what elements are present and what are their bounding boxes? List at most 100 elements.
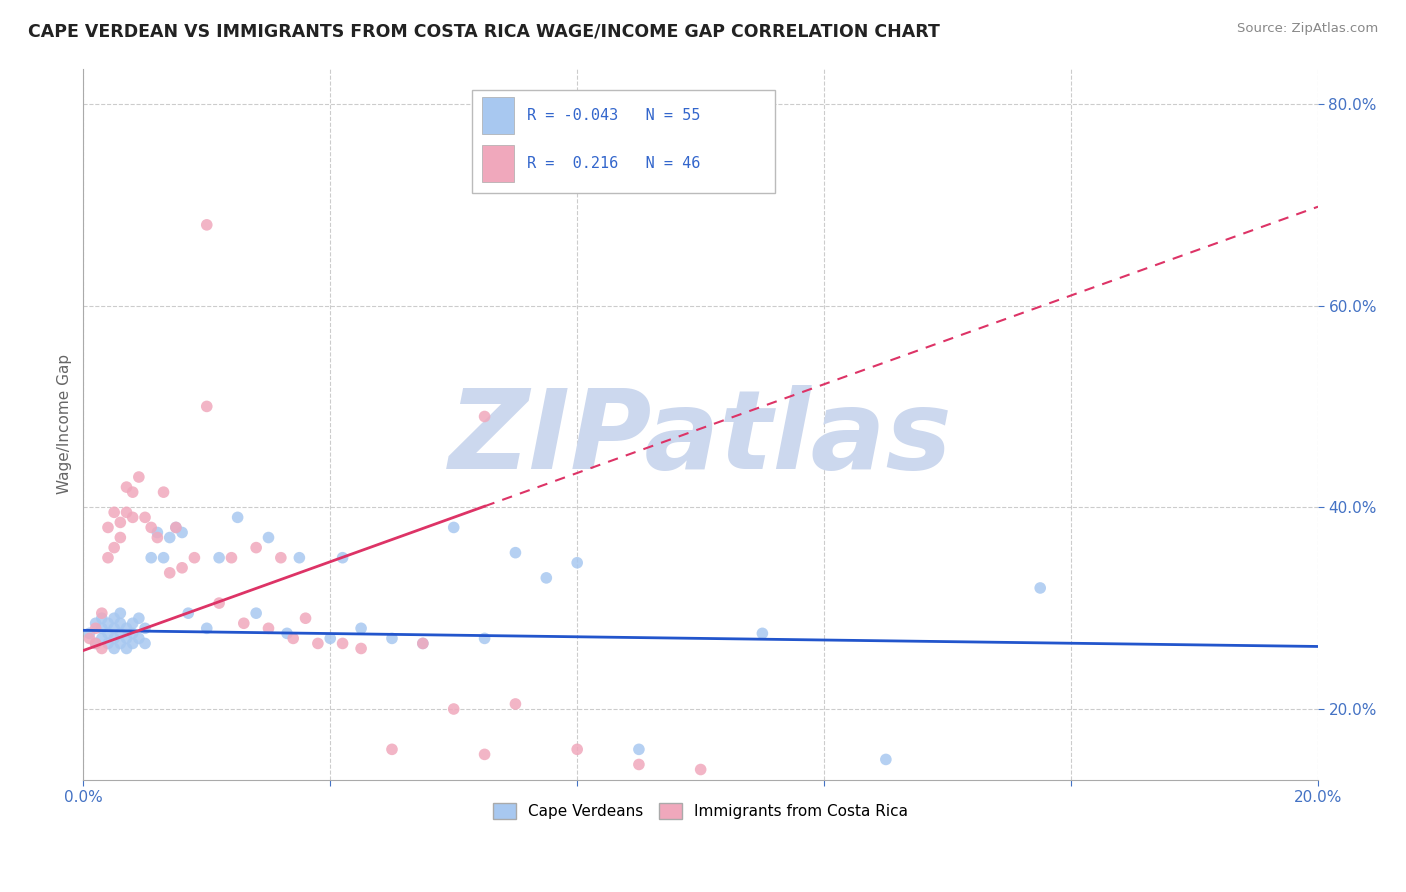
Point — [79, 632, 101, 646]
Point — [505, 546, 527, 560]
Point — [121, 485, 143, 500]
Point — [110, 636, 132, 650]
FancyBboxPatch shape — [482, 145, 515, 182]
Point — [134, 510, 156, 524]
Point — [90, 606, 112, 620]
Point — [90, 641, 112, 656]
Point — [307, 636, 329, 650]
Point — [245, 606, 267, 620]
Point — [84, 621, 107, 635]
Y-axis label: Wage/Income Gap: Wage/Income Gap — [58, 354, 72, 494]
Point — [412, 636, 434, 650]
Point — [110, 616, 132, 631]
Point — [84, 616, 107, 631]
Point — [165, 520, 187, 534]
Point — [97, 550, 120, 565]
Text: R =  0.216   N = 46: R = 0.216 N = 46 — [527, 155, 700, 170]
Point — [195, 218, 218, 232]
Point — [221, 550, 243, 565]
Point — [159, 531, 181, 545]
Point — [110, 626, 132, 640]
FancyBboxPatch shape — [482, 97, 515, 134]
Point — [115, 641, 138, 656]
Point — [177, 606, 200, 620]
Point — [84, 636, 107, 650]
Text: R = -0.043   N = 55: R = -0.043 N = 55 — [527, 108, 700, 123]
Point — [257, 621, 280, 635]
Point — [1029, 581, 1052, 595]
Point — [208, 596, 231, 610]
Point — [121, 616, 143, 631]
Point — [232, 616, 254, 631]
Point — [134, 636, 156, 650]
Point — [97, 520, 120, 534]
Point — [474, 632, 496, 646]
Point — [381, 742, 404, 756]
Point — [294, 611, 316, 625]
Point — [505, 697, 527, 711]
Point — [103, 632, 125, 646]
Point — [474, 409, 496, 424]
Point — [128, 632, 150, 646]
Point — [332, 550, 354, 565]
Point — [90, 632, 112, 646]
Point — [121, 626, 143, 640]
Point — [128, 470, 150, 484]
Point — [751, 626, 773, 640]
Point — [90, 621, 112, 635]
Point — [283, 632, 305, 646]
Point — [141, 550, 163, 565]
Point — [443, 520, 465, 534]
Point — [103, 641, 125, 656]
Point — [332, 636, 354, 650]
Point — [110, 531, 132, 545]
Point — [245, 541, 267, 555]
Point — [152, 550, 174, 565]
Text: CAPE VERDEAN VS IMMIGRANTS FROM COSTA RICA WAGE/INCOME GAP CORRELATION CHART: CAPE VERDEAN VS IMMIGRANTS FROM COSTA RI… — [28, 22, 941, 40]
Point — [195, 400, 218, 414]
Point — [165, 520, 187, 534]
Point — [97, 626, 120, 640]
Point — [110, 516, 132, 530]
Point — [121, 510, 143, 524]
Text: ZIPatlas: ZIPatlas — [449, 384, 952, 491]
Point — [195, 621, 218, 635]
Legend: Cape Verdeans, Immigrants from Costa Rica: Cape Verdeans, Immigrants from Costa Ric… — [486, 797, 914, 825]
Point — [152, 485, 174, 500]
Point — [103, 505, 125, 519]
Point — [84, 636, 107, 650]
Point — [412, 636, 434, 650]
Point — [103, 621, 125, 635]
Point — [103, 611, 125, 625]
Point — [689, 763, 711, 777]
Point — [134, 621, 156, 635]
Point — [627, 742, 650, 756]
Point — [159, 566, 181, 580]
Point — [226, 510, 249, 524]
Point — [146, 531, 169, 545]
FancyBboxPatch shape — [472, 90, 775, 193]
Point — [567, 742, 589, 756]
Point — [128, 611, 150, 625]
Point — [146, 525, 169, 540]
Point — [875, 752, 897, 766]
Point — [97, 616, 120, 631]
Point — [90, 611, 112, 625]
Point — [115, 632, 138, 646]
Point — [115, 621, 138, 635]
Point — [536, 571, 558, 585]
Point — [121, 636, 143, 650]
Point — [270, 550, 292, 565]
Point — [567, 556, 589, 570]
Point — [350, 621, 373, 635]
Point — [276, 626, 298, 640]
Point — [170, 525, 193, 540]
Point — [115, 480, 138, 494]
Point — [319, 632, 342, 646]
Point — [288, 550, 311, 565]
Point — [350, 641, 373, 656]
Text: Source: ZipAtlas.com: Source: ZipAtlas.com — [1237, 22, 1378, 36]
Point — [115, 505, 138, 519]
Point — [97, 636, 120, 650]
Point — [627, 757, 650, 772]
